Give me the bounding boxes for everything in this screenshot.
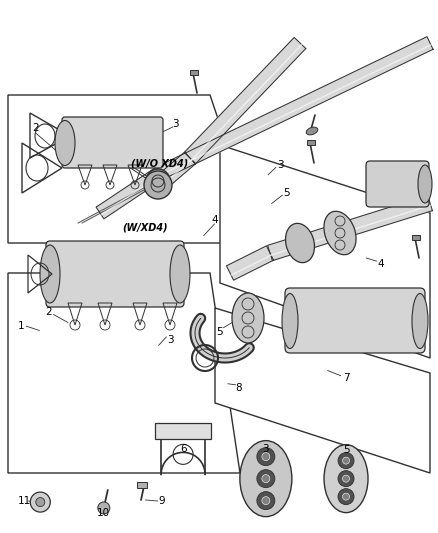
Bar (307, 140, 315, 145)
Polygon shape (226, 246, 274, 280)
Ellipse shape (232, 293, 264, 343)
Ellipse shape (282, 294, 298, 349)
Ellipse shape (412, 294, 428, 349)
Polygon shape (8, 273, 240, 473)
Polygon shape (157, 37, 433, 179)
Text: 5: 5 (343, 446, 350, 455)
Text: (W/XD4): (W/XD4) (122, 223, 168, 233)
Ellipse shape (324, 445, 368, 513)
Text: 11: 11 (18, 496, 31, 506)
Text: 3: 3 (172, 119, 179, 128)
Text: 6: 6 (180, 445, 187, 454)
Circle shape (262, 474, 270, 483)
Text: (W/O XD4): (W/O XD4) (131, 158, 189, 168)
Text: 3: 3 (167, 335, 174, 345)
Text: 3: 3 (277, 160, 284, 170)
Ellipse shape (240, 441, 292, 516)
Circle shape (338, 489, 354, 505)
Circle shape (338, 453, 354, 469)
Text: 4: 4 (211, 215, 218, 224)
FancyBboxPatch shape (366, 161, 429, 207)
Circle shape (262, 497, 270, 505)
Text: 5: 5 (283, 188, 290, 198)
Circle shape (30, 492, 50, 512)
Ellipse shape (306, 127, 318, 135)
Circle shape (262, 453, 270, 461)
Polygon shape (96, 167, 164, 219)
Text: 2: 2 (46, 307, 53, 317)
Circle shape (257, 448, 275, 466)
Circle shape (338, 471, 354, 487)
Bar (155, 423, 211, 439)
Ellipse shape (286, 223, 314, 263)
Polygon shape (8, 95, 260, 243)
FancyBboxPatch shape (62, 117, 163, 168)
Circle shape (146, 169, 170, 193)
Circle shape (343, 457, 350, 464)
Text: 8: 8 (235, 383, 242, 393)
Circle shape (343, 493, 350, 500)
Ellipse shape (418, 165, 432, 203)
Ellipse shape (55, 120, 75, 166)
Text: 5: 5 (216, 327, 223, 336)
Text: 7: 7 (343, 374, 350, 383)
Ellipse shape (40, 245, 60, 303)
Polygon shape (220, 145, 430, 358)
Ellipse shape (170, 245, 190, 303)
Text: 10: 10 (97, 508, 110, 518)
Bar (190, 70, 198, 75)
Circle shape (98, 502, 110, 514)
FancyBboxPatch shape (285, 288, 425, 353)
Polygon shape (268, 196, 432, 261)
Text: 3: 3 (262, 444, 269, 454)
Circle shape (144, 171, 172, 199)
Polygon shape (215, 308, 430, 473)
Ellipse shape (324, 211, 356, 255)
FancyBboxPatch shape (46, 241, 184, 307)
Polygon shape (150, 152, 195, 194)
Circle shape (257, 491, 275, 510)
Bar (412, 235, 420, 240)
Circle shape (36, 498, 45, 506)
Text: 4: 4 (378, 259, 385, 269)
Text: 9: 9 (159, 496, 166, 506)
Bar (137, 482, 147, 488)
Circle shape (257, 470, 275, 488)
Polygon shape (184, 37, 306, 164)
Circle shape (343, 475, 350, 482)
Text: 1: 1 (18, 321, 25, 331)
Text: 2: 2 (32, 123, 39, 133)
